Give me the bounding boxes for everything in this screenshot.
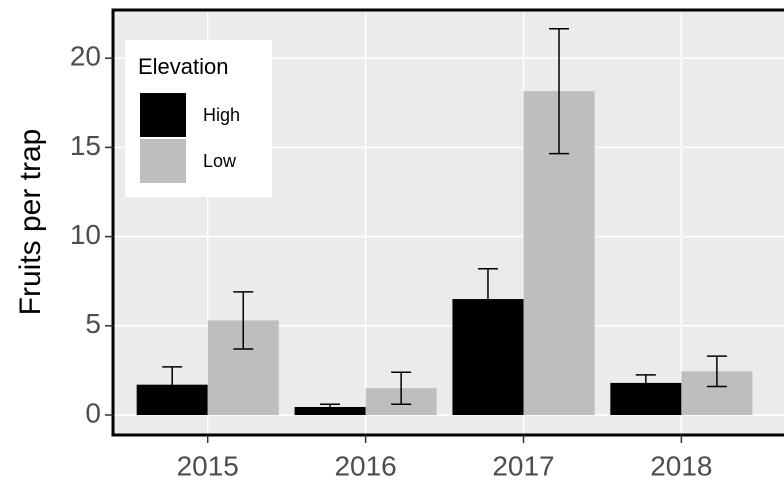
error-bar — [706, 355, 727, 388]
y-tick-label: 10 — [70, 219, 101, 250]
legend-label: Low — [203, 151, 237, 171]
y-axis-title: Fruits per trap — [14, 129, 47, 316]
legend: Elevation High Low — [125, 40, 272, 197]
x-tick-label: 2016 — [334, 450, 396, 481]
marks — [136, 27, 753, 416]
y-tick-label: 15 — [70, 130, 101, 161]
error-bar — [477, 267, 498, 331]
error-bar — [320, 403, 341, 411]
x-tick-label: 2018 — [650, 450, 712, 481]
error-bar — [549, 27, 570, 155]
legend-label: High — [203, 105, 240, 125]
y-tick-label: 5 — [85, 308, 101, 339]
bar — [294, 406, 366, 416]
error-bar — [233, 291, 254, 350]
x-tick-label: 2017 — [492, 450, 554, 481]
y-tick-label: 20 — [70, 41, 101, 72]
error-bar — [391, 371, 412, 406]
error-bar — [635, 374, 656, 392]
panel-border — [111, 8, 784, 437]
legend-title: Elevation — [138, 54, 229, 79]
error-bar — [162, 366, 183, 404]
legend-key — [140, 93, 186, 137]
legend-key — [140, 139, 186, 183]
y-tick-label: 0 — [85, 397, 101, 428]
x-tick-label: 2015 — [177, 450, 239, 481]
